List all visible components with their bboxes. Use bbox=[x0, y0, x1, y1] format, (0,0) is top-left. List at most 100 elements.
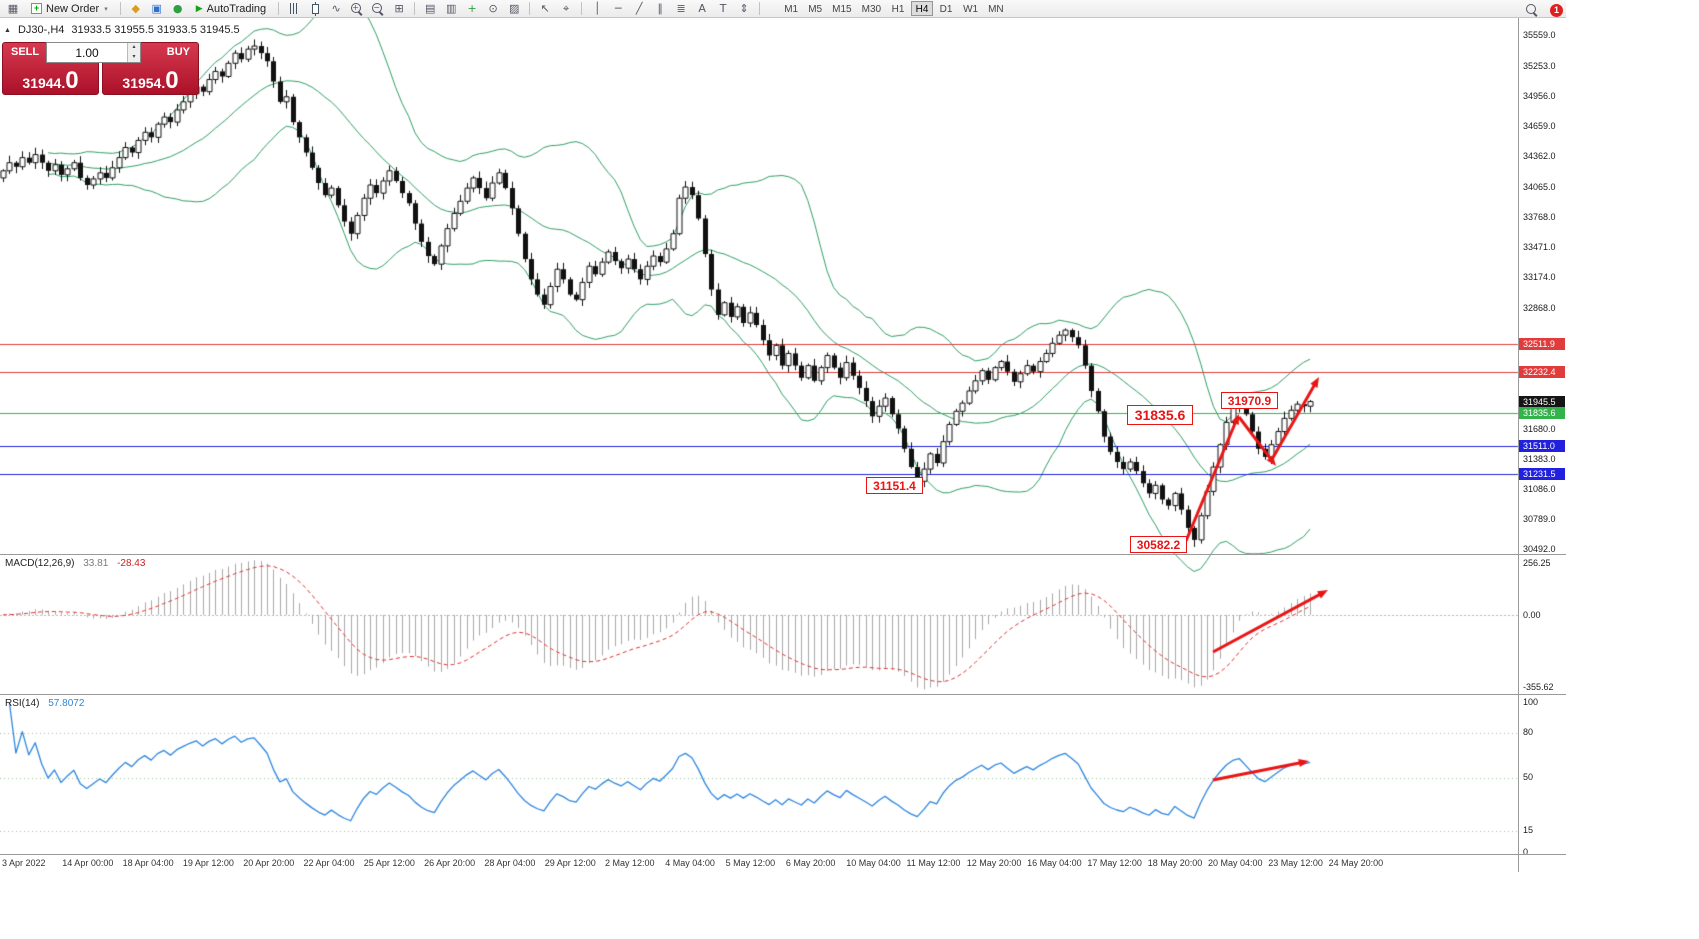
toolbar-right-group: 1 bbox=[1522, 2, 1563, 18]
volume-input[interactable] bbox=[47, 43, 127, 62]
channel-icon[interactable]: ∥ bbox=[657, 2, 663, 15]
crosshair-icon[interactable]: ⌖ bbox=[563, 1, 570, 15]
text-icon[interactable]: A bbox=[698, 2, 706, 15]
panel-splitter-rsi[interactable] bbox=[0, 694, 1566, 695]
buy-price-pips: 0 bbox=[165, 67, 179, 94]
toolbar-separator bbox=[529, 2, 531, 15]
chart-annotations-layer: 31835.6 31970.9 31151.4 30582.2 bbox=[0, 18, 1566, 872]
time-axis[interactable]: 3 Apr 2022 14 Apr 00:00 18 Apr 04:00 19 Apr… bbox=[0, 856, 1518, 870]
axis-scale-label: 33471.0 bbox=[1523, 241, 1556, 252]
timeframe-button-w1[interactable]: W1 bbox=[963, 4, 979, 15]
time-axis-label: 22 Apr 04:00 bbox=[303, 858, 355, 868]
text-label-icon[interactable]: T bbox=[719, 2, 727, 15]
zoom-out-icon[interactable]: − bbox=[368, 1, 388, 17]
price-annotation-label[interactable]: 31151.4 bbox=[866, 477, 923, 494]
axis-scale-label: 31086.0 bbox=[1523, 483, 1556, 494]
arrows-tool-icon[interactable]: ⇕ bbox=[739, 2, 749, 15]
time-axis-label: 12 May 20:00 bbox=[966, 858, 1022, 868]
time-axis-label: 2 May 12:00 bbox=[605, 858, 655, 868]
notification-badge[interactable]: 1 bbox=[1550, 3, 1563, 17]
time-axis-border bbox=[0, 854, 1566, 855]
timeframe-button-m5[interactable]: M5 bbox=[808, 4, 823, 15]
autotrading-play-icon: ▶ bbox=[195, 3, 203, 13]
price-annotation-label[interactable]: 30582.2 bbox=[1130, 536, 1187, 553]
panel-splitter-macd[interactable] bbox=[0, 554, 1566, 555]
tile-windows-icon[interactable]: ⊞ bbox=[394, 2, 404, 15]
timeframe-button-m15[interactable]: M15 bbox=[832, 4, 852, 15]
templates-icon[interactable]: ▨ bbox=[508, 2, 520, 15]
zoom-in-icon[interactable]: + bbox=[347, 1, 367, 17]
search-icon[interactable] bbox=[1522, 2, 1542, 18]
toolbar-separator bbox=[414, 2, 416, 15]
timeframe-button-m30[interactable]: M30 bbox=[861, 4, 882, 15]
fibonacci-icon[interactable]: ≣ bbox=[676, 2, 686, 15]
axis-scale-label: 32868.0 bbox=[1523, 302, 1556, 313]
profiles-icon[interactable]: ▥ bbox=[445, 2, 457, 15]
timeframe-button-mn[interactable]: MN bbox=[988, 4, 1004, 15]
volume-up-button[interactable]: ▴ bbox=[128, 43, 140, 53]
indicators-icon[interactable]: + bbox=[467, 2, 477, 15]
macd-value: 33.81 bbox=[83, 558, 109, 569]
axis-scale-label: 35253.0 bbox=[1523, 61, 1556, 72]
price-chart-canvas[interactable] bbox=[0, 18, 1566, 872]
new-chart-icon[interactable]: ▤ bbox=[424, 2, 436, 15]
price-axis[interactable]: 35559.0 35253.0 34956.0 34659.0 34362.0 34065… bbox=[1519, 18, 1566, 872]
bar-chart-icon[interactable] bbox=[284, 1, 304, 17]
time-axis-label: 24 May 20:00 bbox=[1328, 858, 1384, 868]
vertical-line-icon[interactable]: │ bbox=[593, 2, 601, 15]
magnifier-plus-glyph: + bbox=[351, 2, 363, 15]
new-order-label: New Order bbox=[46, 2, 100, 15]
candlestick-glyph bbox=[311, 1, 319, 16]
one-click-toggle-icon[interactable]: ▲ bbox=[4, 26, 11, 34]
vps-icon[interactable]: ● bbox=[172, 2, 183, 15]
time-axis-label: 23 May 12:00 bbox=[1268, 858, 1323, 868]
magnifier-glyph bbox=[1526, 4, 1538, 16]
macd-title: MACD(12,26,9) bbox=[5, 558, 75, 569]
time-axis-label: 11 May 12:00 bbox=[906, 858, 961, 868]
price-axis-badge: 31835.6 bbox=[1519, 406, 1565, 419]
sell-price: 31944.0 bbox=[3, 69, 98, 93]
axis-scale-label: -355.62 bbox=[1523, 682, 1554, 693]
line-chart-icon[interactable]: ∿ bbox=[331, 2, 341, 15]
axis-scale-label: 35559.0 bbox=[1523, 29, 1556, 40]
price-axis-badge: 31231.5 bbox=[1519, 468, 1565, 480]
candlestick-chart-icon[interactable] bbox=[305, 1, 325, 17]
axis-scale-label: 33174.0 bbox=[1523, 271, 1556, 282]
chart-header: ▲ DJ30-,H4 31933.5 31955.5 31933.5 31945… bbox=[4, 24, 240, 36]
time-axis-label: 16 May 04:00 bbox=[1027, 858, 1082, 868]
cursor-icon[interactable]: ↖ bbox=[540, 2, 550, 15]
time-axis-label: 28 Apr 04:00 bbox=[484, 858, 536, 868]
price-axis-badge: 32232.4 bbox=[1519, 366, 1565, 379]
toolbar-separator bbox=[581, 2, 583, 15]
sell-label: SELL bbox=[11, 46, 40, 58]
time-axis-label: 29 Apr 12:00 bbox=[544, 858, 596, 868]
market-icon[interactable]: ◆ bbox=[131, 2, 140, 15]
price-annotation-label[interactable]: 31835.6 bbox=[1127, 405, 1193, 425]
chart-window-icon[interactable]: ▦ bbox=[7, 2, 19, 15]
autotrading-label: AutoTrading bbox=[206, 2, 267, 15]
timeframe-button-d1[interactable]: D1 bbox=[939, 4, 953, 15]
timeframe-button-m1[interactable]: M1 bbox=[784, 4, 799, 15]
trendline-icon[interactable]: ╱ bbox=[635, 2, 643, 15]
periods-icon[interactable]: ⊙ bbox=[488, 2, 498, 15]
buy-price-main: 31954. bbox=[122, 75, 166, 91]
time-axis-label: 10 May 04:00 bbox=[846, 858, 901, 868]
horizontal-line-icon[interactable]: ─ bbox=[614, 2, 622, 15]
volume-down-button[interactable]: ▾ bbox=[128, 52, 140, 62]
buy-button[interactable]: BUY 31954.0 bbox=[102, 42, 199, 95]
timeframe-button-h1[interactable]: H1 bbox=[891, 4, 905, 15]
new-order-icon: + bbox=[31, 3, 42, 14]
rsi-indicator-label: RSI(14) 57.8072 bbox=[5, 698, 84, 709]
time-axis-label: 6 May 20:00 bbox=[785, 858, 836, 868]
toolbar-separator bbox=[759, 2, 761, 15]
timeframe-button-h4[interactable]: H4 bbox=[911, 1, 934, 16]
chevron-down-icon: ▾ bbox=[104, 5, 108, 13]
axis-scale-label: 34956.0 bbox=[1523, 91, 1556, 102]
price-annotation-label[interactable]: 31970.9 bbox=[1221, 392, 1278, 409]
price-axis-border bbox=[1518, 18, 1519, 872]
symbol-timeframe-label: DJ30-,H4 bbox=[17, 24, 65, 36]
new-order-button[interactable]: + New Order ▾ bbox=[24, 1, 115, 17]
signals-icon[interactable]: ▣ bbox=[151, 2, 162, 15]
autotrading-button[interactable]: ▶ AutoTrading bbox=[189, 1, 273, 17]
